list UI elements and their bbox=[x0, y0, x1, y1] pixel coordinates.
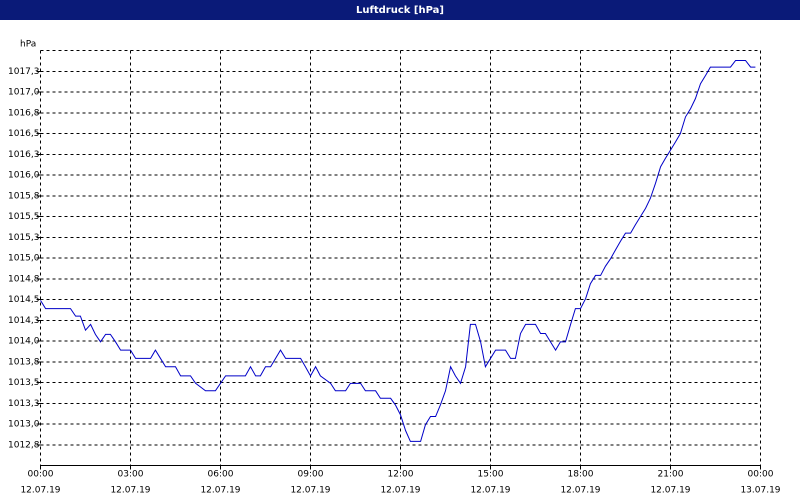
x-tick-label: 06:00 bbox=[208, 470, 234, 480]
y-tick-label: 1013,0 bbox=[8, 420, 40, 430]
x-tick-date: 12.07.19 bbox=[200, 486, 240, 496]
x-tick-date: 12.07.19 bbox=[560, 486, 600, 496]
y-tick-label: 1014,8 bbox=[8, 274, 40, 284]
y-tick-label: 1016,5 bbox=[8, 129, 40, 139]
x-tick-label: 18:00 bbox=[568, 470, 594, 480]
y-tick-label: 1017,0 bbox=[8, 88, 40, 98]
x-tick-label: 00:00 bbox=[748, 470, 774, 480]
y-tick-label: 1013,8 bbox=[8, 357, 40, 367]
y-tick-label: 1016,3 bbox=[8, 150, 40, 160]
y-tick-label: 1016,8 bbox=[8, 108, 40, 118]
y-tick-label: 1015,3 bbox=[8, 233, 40, 243]
y-tick-label: 1015,5 bbox=[8, 212, 40, 222]
chart-title: Luftdruck [hPa] bbox=[356, 5, 444, 16]
x-tick-date: 12.07.19 bbox=[110, 486, 150, 496]
y-tick-label: 1016,0 bbox=[8, 171, 40, 181]
x-tick-date: 12.07.19 bbox=[470, 486, 510, 496]
y-tick-label: 1013,5 bbox=[8, 378, 40, 388]
title-bar bbox=[0, 0, 800, 20]
x-tick-date: 13.07.19 bbox=[740, 486, 780, 496]
x-tick-label: 21:00 bbox=[658, 470, 684, 480]
x-tick-label: 15:00 bbox=[478, 470, 504, 480]
x-tick-label: 03:00 bbox=[118, 470, 144, 480]
y-tick-label: 1012,8 bbox=[8, 440, 40, 450]
y-axis-unit: hPa bbox=[20, 40, 36, 50]
x-tick-label: 00:00 bbox=[28, 470, 54, 480]
y-tick-label: 1014,0 bbox=[8, 337, 40, 347]
y-tick-label: 1014,5 bbox=[8, 295, 40, 305]
x-tick-label: 12:00 bbox=[388, 470, 414, 480]
x-tick-date: 12.07.19 bbox=[20, 486, 60, 496]
line-series bbox=[40, 59, 756, 442]
x-tick-date: 12.07.19 bbox=[380, 486, 420, 496]
y-tick-label: 1015,0 bbox=[8, 254, 40, 264]
x-tick-label: 09:00 bbox=[298, 470, 324, 480]
y-tick-label: 1015,8 bbox=[8, 191, 40, 201]
x-tick-date: 12.07.19 bbox=[650, 486, 690, 496]
y-tick-label: 1017,3 bbox=[8, 67, 40, 77]
y-tick-label: 1014,3 bbox=[8, 316, 40, 326]
y-tick-label: 1013,3 bbox=[8, 399, 40, 409]
x-tick-date: 12.07.19 bbox=[290, 486, 330, 496]
